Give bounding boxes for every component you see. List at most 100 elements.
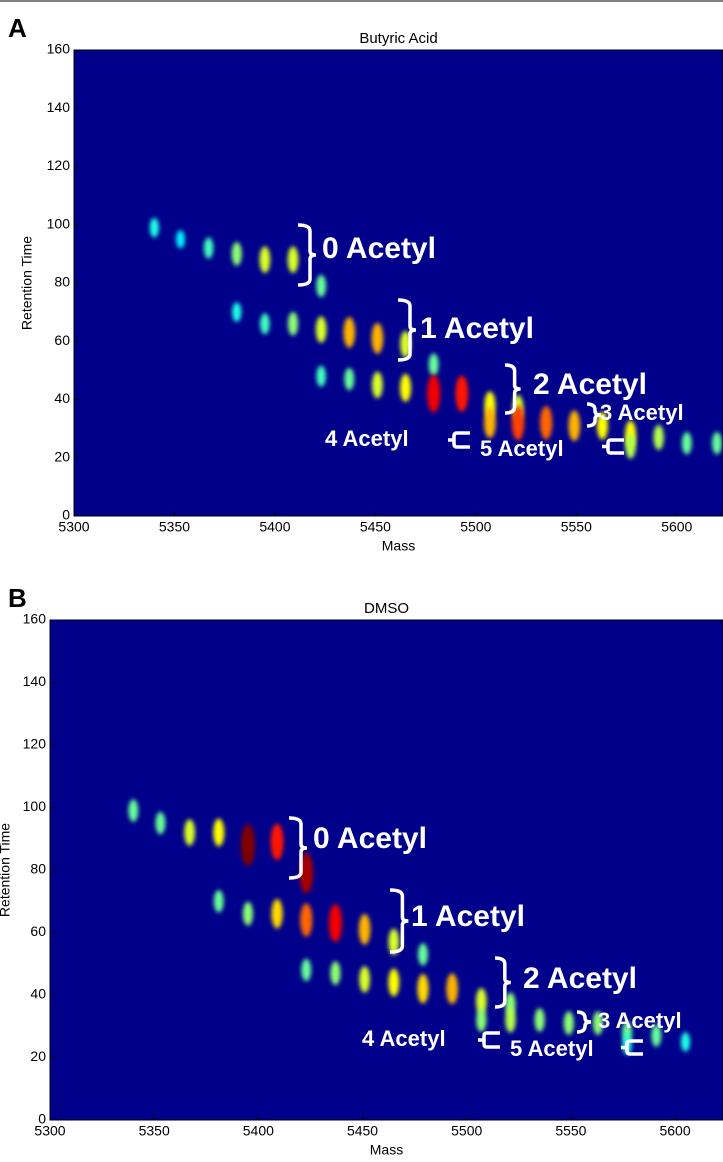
annotation: 1 Acetyl [411, 900, 525, 933]
heatmap-layer [149, 217, 722, 459]
x-tick-label: 5600 [659, 1123, 690, 1139]
intensity-peak [680, 1032, 691, 1052]
intensity-peak [484, 407, 496, 439]
chart-title: Butyric Acid [359, 30, 437, 47]
intensity-peak [651, 1024, 662, 1047]
intensity-peak [301, 958, 312, 982]
intensity-peak [540, 406, 553, 440]
intensity-peak [388, 928, 400, 956]
annotation-bracket [288, 816, 308, 880]
intensity-peak [213, 818, 225, 847]
intensity-peak [128, 799, 139, 822]
annotation: 3 Acetyl [600, 400, 684, 425]
intensity-peak [232, 302, 242, 322]
intensity-peak [596, 411, 608, 440]
annotation: 4 Acetyl [325, 426, 409, 451]
y-axis-label: Retention Time [19, 236, 35, 330]
intensity-peak [534, 1008, 545, 1032]
intensity-peak [712, 431, 722, 455]
annotation-bracket [478, 1031, 500, 1049]
intensity-peak [417, 974, 429, 1004]
x-tick-label: 5600 [661, 519, 692, 535]
intensity-peak [315, 316, 327, 343]
x-tick-label: 5450 [360, 519, 391, 535]
x-tick-label: 5350 [139, 1123, 170, 1139]
intensity-peak [316, 274, 327, 298]
annotation: 2 Acetyl [523, 962, 637, 995]
intensity-peak [259, 246, 271, 273]
intensity-peak [330, 961, 341, 986]
intensity-peak [359, 966, 370, 993]
y-tick-label: 100 [23, 798, 47, 814]
heatmap-layer [128, 799, 691, 1055]
x-tick-label: 5300 [34, 1123, 65, 1139]
intensity-peak [242, 901, 253, 926]
panel-label: A [8, 13, 27, 43]
intensity-peak [372, 371, 383, 399]
intensity-peak [418, 943, 428, 966]
y-tick-label: 20 [54, 448, 70, 464]
y-tick-label: 100 [47, 215, 71, 231]
annotation: 1 Acetyl [420, 312, 534, 345]
y-tick-label: 140 [23, 673, 47, 689]
annotation-bracket [504, 363, 521, 415]
intensity-peak [568, 410, 581, 442]
intensity-peak [511, 405, 525, 441]
y-tick-label: 40 [30, 986, 46, 1002]
annotation-bracket [602, 438, 624, 455]
y-tick-label: 20 [30, 1048, 46, 1064]
intensity-peak [328, 904, 343, 943]
y-tick-label: 120 [47, 157, 71, 173]
x-tick-label: 5550 [561, 519, 592, 535]
intensity-peak [149, 217, 159, 238]
intensity-peak [271, 899, 283, 929]
annotation-bracket [586, 402, 602, 428]
intensity-peak [400, 373, 412, 402]
y-tick-label: 80 [30, 861, 46, 877]
annotation-bracket [397, 298, 417, 362]
intensity-peak [155, 811, 166, 835]
x-tick-label: 5400 [243, 1123, 274, 1139]
intensity-peak [344, 367, 355, 391]
chart-title: DMSO [364, 600, 409, 617]
intensity-peak [653, 424, 664, 450]
intensity-peak [260, 313, 270, 335]
y-tick-label: 0 [62, 507, 70, 523]
annotation: 4 Acetyl [362, 1026, 446, 1051]
annotation: 3 Acetyl [598, 1008, 682, 1033]
x-axis-label: Mass [370, 1142, 403, 1158]
y-axis-label: Retention Time [0, 823, 13, 917]
annotation-bracket [448, 431, 470, 449]
y-tick-label: 80 [54, 274, 70, 290]
y-tick-label: 60 [54, 332, 70, 348]
intensity-peak [476, 1008, 487, 1032]
intensity-peak [299, 852, 314, 894]
x-tick-label: 5400 [259, 519, 290, 535]
intensity-peak [203, 237, 214, 259]
intensity-peak [592, 1011, 604, 1036]
annotation-bracket [621, 1039, 643, 1056]
intensity-peak [625, 433, 636, 459]
intensity-peak [240, 824, 255, 866]
intensity-peak [388, 968, 400, 997]
annotation: 0 Acetyl [313, 822, 427, 855]
intensity-peak [681, 431, 692, 455]
intensity-peak [300, 903, 313, 937]
annotation-bracket [576, 1010, 592, 1034]
annotation-bracket [389, 888, 409, 954]
panel-label: B [8, 583, 27, 613]
intensity-peak [358, 913, 371, 945]
annotation: 5 Acetyl [510, 1036, 594, 1061]
annotation: 5 Acetyl [480, 436, 564, 461]
x-tick-label: 5350 [159, 519, 190, 535]
intensity-peak [287, 311, 299, 336]
y-tick-label: 0 [38, 1111, 46, 1127]
x-tick-label: 5500 [451, 1123, 482, 1139]
y-tick-label: 40 [54, 390, 70, 406]
y-tick-label: 60 [30, 923, 46, 939]
intensity-peak [400, 330, 411, 358]
intensity-peak [287, 246, 299, 273]
annotation-bracket [297, 223, 317, 287]
y-tick-label: 160 [23, 611, 47, 627]
